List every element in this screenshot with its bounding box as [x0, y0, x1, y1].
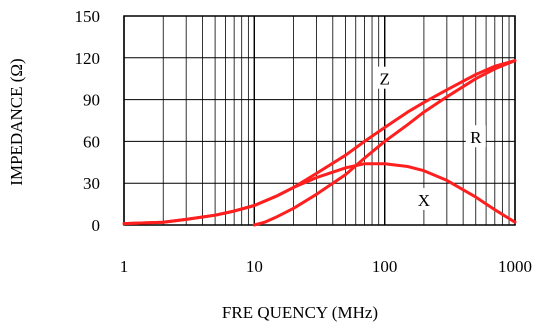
x-tick-label: 1 — [120, 257, 129, 276]
series-label-backing — [413, 187, 434, 210]
y-tick-label: 60 — [83, 132, 100, 151]
y-axis-title: IMPEDANCE (Ω) — [7, 58, 26, 185]
x-tick-label: 1000 — [498, 257, 532, 276]
series-label-z: Z — [379, 70, 389, 89]
series-label-x: X — [418, 191, 430, 210]
x-tick-labels: 1 10 100 1000 — [120, 257, 532, 276]
y-tick-labels: 0 30 60 90 120 150 — [75, 7, 101, 235]
series-line-r — [252, 59, 517, 227]
x-tick-label: 100 — [372, 257, 398, 276]
y-tick-label: 90 — [83, 91, 100, 110]
series-line-z — [122, 59, 517, 226]
x-axis-title: FRE QUENCY (MHz) — [222, 303, 378, 322]
series-line-x — [122, 162, 517, 226]
y-tick-label: 150 — [75, 7, 101, 26]
y-tick-label: 120 — [75, 49, 101, 68]
series-labels: Z R X — [374, 66, 486, 210]
x-tick-label: 10 — [246, 257, 263, 276]
series-label-backing — [465, 125, 486, 148]
plot-frame — [123, 15, 516, 226]
series-label-backing — [374, 66, 395, 89]
y-tick-label: 30 — [83, 174, 100, 193]
series-label-r: R — [470, 128, 482, 147]
y-tick-label: 0 — [92, 216, 101, 235]
series-lines — [122, 59, 517, 227]
